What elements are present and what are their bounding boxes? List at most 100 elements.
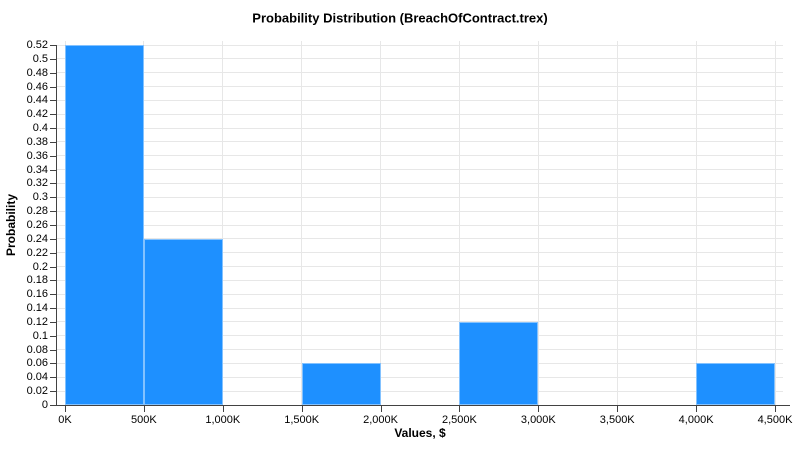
y-tick-label: 0.44 xyxy=(26,94,48,107)
x-tick-label: 500K xyxy=(131,414,157,426)
y-tick-label: 0.04 xyxy=(26,371,48,384)
x-gridline xyxy=(616,41,618,405)
x-tick-label: 3,500K xyxy=(599,414,635,426)
x-tick xyxy=(459,406,461,412)
x-tick xyxy=(775,406,776,412)
y-gridline xyxy=(56,321,783,323)
y-tick xyxy=(50,45,56,46)
y-gridline xyxy=(56,238,783,240)
x-tick xyxy=(222,406,224,412)
y-tick-label: 0.02 xyxy=(26,385,48,398)
y-gridline xyxy=(56,210,783,212)
y-tick-label: 0.18 xyxy=(26,274,48,287)
histogram-bar xyxy=(459,321,539,405)
y-tick-label: 0.34 xyxy=(26,163,48,176)
y-tick xyxy=(50,405,56,406)
y-tick xyxy=(50,155,56,157)
y-tick-label: 0.3 xyxy=(32,191,48,204)
x-gridline xyxy=(695,41,697,405)
y-tick xyxy=(50,377,56,379)
y-tick xyxy=(50,294,56,296)
x-tick xyxy=(617,406,619,412)
y-axis-line xyxy=(56,45,57,406)
y-gridline xyxy=(56,293,783,295)
y-tick-label: 0.32 xyxy=(26,177,48,190)
y-tick-label: 0.42 xyxy=(26,108,48,121)
y-gridline xyxy=(56,182,783,184)
y-tick xyxy=(50,252,56,254)
y-gridline xyxy=(56,252,783,254)
y-gridline xyxy=(56,141,783,143)
y-gridline xyxy=(56,224,783,226)
y-gridline xyxy=(56,307,783,309)
x-gridline xyxy=(774,41,776,405)
x-tick-label: 1,000K xyxy=(205,414,241,426)
x-tick-label: 0K xyxy=(58,414,72,426)
y-tick-label: 0.1 xyxy=(32,329,48,342)
y-gridline xyxy=(56,349,783,351)
y-tick xyxy=(50,349,56,351)
x-gridline xyxy=(380,41,382,405)
y-tick xyxy=(50,128,56,130)
y-tick xyxy=(50,169,56,171)
y-tick-label: 0.46 xyxy=(26,80,48,93)
y-tick xyxy=(50,363,56,365)
y-gridline xyxy=(56,44,783,46)
x-tick xyxy=(696,406,698,412)
y-gridline xyxy=(56,127,783,129)
y-tick-label: 0.06 xyxy=(26,357,48,370)
y-tick xyxy=(50,321,56,323)
y-tick xyxy=(50,100,56,102)
y-gridline xyxy=(56,169,783,171)
y-tick-label: 0.52 xyxy=(26,39,48,51)
y-tick xyxy=(50,391,56,393)
y-gridline xyxy=(56,266,783,268)
x-tick-label: 2,500K xyxy=(442,414,477,426)
x-gridline xyxy=(143,41,145,405)
x-tick-label: 1,500K xyxy=(284,414,320,426)
x-gridline xyxy=(301,41,303,405)
x-tick xyxy=(143,406,145,412)
x-gridline xyxy=(222,41,224,405)
y-tick-label: 0.48 xyxy=(26,66,48,79)
y-tick-label: 0.24 xyxy=(26,232,48,245)
y-tick xyxy=(50,238,56,240)
y-tick xyxy=(50,141,56,143)
y-tick-label: 0.26 xyxy=(26,219,48,231)
y-tick xyxy=(50,72,56,74)
y-tick xyxy=(50,114,56,116)
histogram-bar xyxy=(696,363,775,405)
y-tick xyxy=(50,335,56,337)
y-tick-label: 0.16 xyxy=(26,288,48,301)
histogram-bar xyxy=(65,45,144,405)
y-tick-label: 0.14 xyxy=(26,302,48,315)
x-axis-line xyxy=(56,405,790,406)
x-tick-label: 4,500K xyxy=(757,414,793,426)
y-gridline xyxy=(56,362,783,364)
y-gridline xyxy=(56,376,783,378)
x-tick xyxy=(65,406,66,412)
x-tick-label: 2,000K xyxy=(363,414,398,426)
y-tick xyxy=(50,86,56,88)
y-tick-label: 0.4 xyxy=(32,122,48,135)
y-gridline xyxy=(56,279,783,281)
x-tick xyxy=(538,406,540,412)
y-tick xyxy=(50,225,56,226)
y-tick xyxy=(50,308,56,310)
x-gridline xyxy=(537,41,539,405)
x-axis-title: Values, $ xyxy=(394,426,446,440)
y-tick xyxy=(50,266,56,268)
y-tick xyxy=(50,183,56,185)
x-tick xyxy=(301,406,303,412)
y-gridline xyxy=(56,58,783,60)
y-tick-label: 0.08 xyxy=(26,343,48,356)
y-gridline xyxy=(56,113,783,115)
y-gridline xyxy=(56,86,783,88)
y-gridline xyxy=(56,99,783,101)
x-tick-label: 4,000K xyxy=(678,414,714,426)
y-tick xyxy=(50,58,56,60)
histogram-bar xyxy=(143,238,223,405)
y-gridline xyxy=(56,72,783,74)
y-tick-label: 0.28 xyxy=(26,205,48,218)
